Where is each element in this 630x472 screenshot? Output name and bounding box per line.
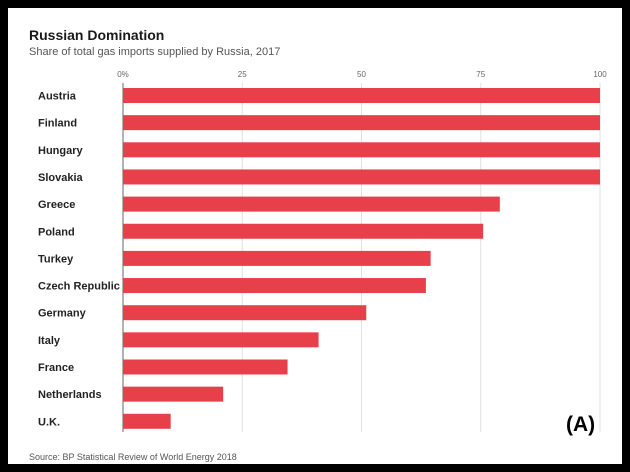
- category-label: Hungary: [38, 145, 84, 157]
- x-tick-label: 0%: [117, 70, 129, 79]
- bar: [123, 250, 431, 266]
- category-label: France: [38, 362, 74, 374]
- bar: [123, 196, 500, 212]
- bar: [123, 115, 600, 131]
- category-label: U.K.: [38, 416, 60, 428]
- x-tick-label: 75: [476, 70, 485, 79]
- category-label: Austria: [38, 91, 77, 103]
- bar: [123, 386, 224, 402]
- bar: [123, 413, 171, 429]
- category-label: Germany: [38, 308, 87, 320]
- bar: [123, 305, 367, 321]
- bar: [123, 332, 319, 348]
- category-label: Italy: [38, 335, 61, 347]
- bar: [123, 142, 600, 158]
- category-label: Turkey: [38, 253, 74, 265]
- bar: [123, 88, 600, 103]
- x-tick-label: 100: [593, 70, 607, 79]
- panel-label: (A): [566, 413, 596, 436]
- bar: [123, 223, 484, 239]
- category-label: Greece: [38, 199, 75, 211]
- bar: [123, 169, 600, 185]
- source-note: Source: BP Statistical Review of World E…: [29, 452, 237, 462]
- category-label: Poland: [38, 226, 75, 238]
- category-label: Finland: [38, 118, 77, 130]
- bar: [123, 359, 288, 375]
- category-label: Netherlands: [38, 389, 102, 401]
- category-label: Slovakia: [38, 172, 84, 184]
- x-tick-label: 50: [357, 70, 366, 79]
- x-tick-label: 25: [238, 70, 247, 79]
- chart-subtitle: Share of total gas imports supplied by R…: [29, 46, 281, 58]
- bar: [123, 278, 426, 294]
- category-label: Czech Republic: [38, 281, 120, 293]
- chart-title: Russian Domination: [29, 27, 165, 43]
